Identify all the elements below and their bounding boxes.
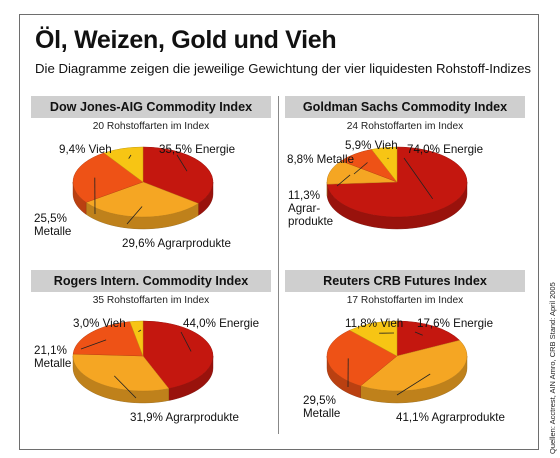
pie-top <box>72 320 214 392</box>
chart-panel-goldman-sachs: Goldman Sachs Commodity Index 24 Rohstof… <box>285 96 525 264</box>
chart-title: Dow Jones-AIG Commodity Index <box>31 96 271 118</box>
page-subtitle: Die Diagramme zeigen die jeweilige Gewic… <box>35 61 532 76</box>
chart-panel-reuters-crb: Reuters CRB Futures Index 17 Rohstoffart… <box>285 270 525 438</box>
data-label-agrarprodukte: 31,9% Agrarprodukte <box>130 411 239 424</box>
leader-line-agrarprodukte <box>336 174 351 187</box>
pie-slice-vieh <box>129 320 144 357</box>
pie-slice-agrarprodukte <box>85 181 199 218</box>
leader-line-energie <box>176 154 188 172</box>
data-label-energie: 44,0% Energie <box>183 317 259 330</box>
data-label-vieh: 9,4% Vieh <box>59 143 112 156</box>
pie-slice-agrarprodukte <box>360 340 468 392</box>
chart-subtitle: 24 Rohstoffarten im Index <box>346 121 464 132</box>
chart-subtitle: 35 Rohstoffarten im Index <box>92 295 210 306</box>
chart-title: Rogers Intern. Commodity Index <box>31 270 271 292</box>
data-label-metalle: 25,5% Metalle <box>34 212 71 238</box>
leader-line-vieh <box>128 154 132 159</box>
pie-slice-vieh <box>103 146 144 183</box>
leader-line-energie <box>414 331 423 336</box>
data-label-energie: 74,0% Energie <box>407 143 483 156</box>
leader-line-metalle <box>353 162 368 175</box>
pie-slice-energie <box>396 320 461 357</box>
chart-subtitle: 20 Rohstoffarten im Index <box>92 121 210 132</box>
pie-chart: 35,5% Energie 29,6% Agrarprodukte 25,5% Met… <box>34 143 235 250</box>
data-label-metalle: 8,8% Metalle <box>287 153 354 166</box>
data-label-agrarprodukte: 41,1% Agrarprodukte <box>396 411 505 424</box>
pie-slice-energie <box>142 146 214 204</box>
pie-top <box>72 146 214 218</box>
data-label-metalle: 29,5% Metalle <box>303 394 340 420</box>
source-note: Quellen: Acctrest, AIN Amro, CRB Stand: … <box>548 282 557 454</box>
chart-title: Reuters CRB Futures Index <box>285 270 525 292</box>
column-divider <box>278 96 279 434</box>
pie-slice-vieh <box>349 320 398 357</box>
data-label-vieh: 5,9% Vieh <box>345 139 398 152</box>
leader-line-agrarprodukte <box>396 373 431 396</box>
pie-slice-metalle <box>326 329 398 387</box>
pie-chart: 74,0% Energie 11,3% Agrar-produkte 8,8% Met… <box>287 139 483 230</box>
chart-subtitle: 17 Rohstoffarten im Index <box>346 295 464 306</box>
chart-title: Goldman Sachs Commodity Index <box>285 96 525 118</box>
data-label-agrarprodukte: 11,3% Agrar-produkte <box>288 189 333 228</box>
pie-slice-metalle <box>72 321 144 357</box>
pie-slice-vieh <box>371 146 398 183</box>
pie-chart: 17,6% Energie 41,1% Agrarprodukte 29,5% Met… <box>303 317 505 424</box>
chart-panel-dow-jones: Dow Jones-AIG Commodity Index 20 Rohstof… <box>31 96 271 264</box>
pie-sides <box>72 181 214 230</box>
data-label-energie: 35,5% Energie <box>159 143 235 156</box>
pie-chart: 44,0% Energie 31,9% Agrarprodukte 21,1% Met… <box>34 317 259 424</box>
data-label-vieh: 3,0% Vieh <box>73 317 126 330</box>
leader-line-metalle <box>80 339 107 350</box>
leader-line-energie <box>180 331 192 352</box>
pie-top <box>326 320 468 392</box>
leader-line-vieh <box>138 329 142 332</box>
data-label-vieh: 11,8% Vieh <box>345 317 403 330</box>
leader-line-agrarprodukte <box>126 206 143 225</box>
page-title: Öl, Weizen, Gold und Vieh <box>35 26 337 54</box>
leader-line-energie <box>403 157 434 200</box>
pie-slice-energie <box>142 320 214 389</box>
data-label-metalle: 21,1% Metalle <box>34 344 71 370</box>
leader-line-agrarprodukte <box>114 375 137 399</box>
pie-slice-metalle <box>72 152 144 203</box>
data-label-agrarprodukte: 29,6% Agrarprodukte <box>122 237 231 250</box>
data-label-energie: 17,6% Energie <box>417 317 493 330</box>
chart-panel-rogers: Rogers Intern. Commodity Index 35 Rohsto… <box>31 270 271 438</box>
pie-top <box>326 146 468 218</box>
pie-slice-agrarprodukte <box>72 353 170 392</box>
